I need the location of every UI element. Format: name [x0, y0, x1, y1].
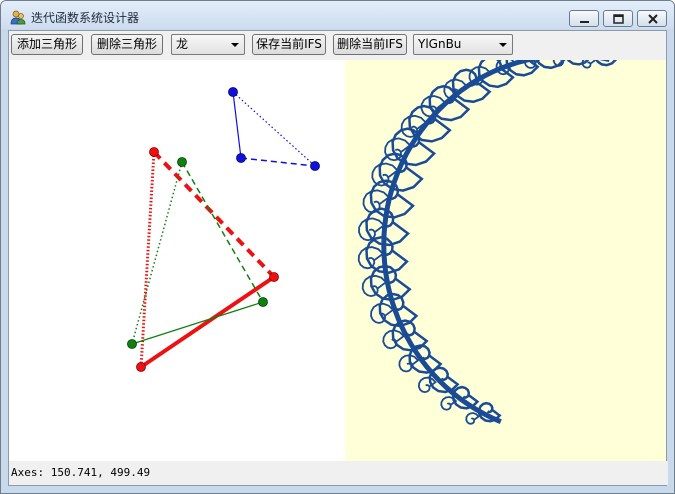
close-button[interactable] — [637, 10, 667, 27]
fractal-curl — [420, 95, 447, 118]
delete-triangle-button[interactable]: 删除三角形 — [91, 34, 163, 55]
red-vertex-handle[interactable] — [149, 147, 159, 157]
fractal-preview-background — [345, 60, 666, 461]
fractal-curl — [361, 274, 388, 298]
maximize-icon — [613, 14, 624, 24]
red-vertex-handle[interactable] — [269, 272, 279, 282]
fractal-curl — [357, 246, 385, 270]
users-icon — [10, 10, 26, 25]
colormap-select[interactable]: YlGnBu — [413, 34, 513, 55]
save-ifs-button[interactable]: 保存当前IFS — [252, 34, 326, 55]
green-triangle-dotted-edge[interactable] — [131, 161, 183, 345]
window-title: 迭代函数系统设计器 — [31, 11, 140, 25]
fractal-curl — [378, 152, 424, 192]
fractal-curl — [428, 84, 471, 122]
red-triangle-dotted-edge[interactable] — [139, 151, 156, 368]
green-triangle-dashed-edge[interactable] — [181, 161, 264, 303]
fractal-curl — [417, 376, 437, 394]
red-triangle-solid-edge[interactable] — [139, 275, 276, 369]
fractal-curl — [382, 329, 406, 350]
fractal-curl — [465, 412, 480, 425]
fractal-curl — [369, 179, 415, 219]
minimize-button[interactable] — [569, 10, 599, 27]
fractal-curl — [371, 162, 399, 187]
blue-triangle-dotted-edge[interactable] — [232, 91, 316, 167]
fractal-curl — [451, 385, 480, 410]
maximize-button[interactable] — [603, 10, 633, 27]
fractal-curl — [365, 236, 409, 274]
chevron-down-icon — [499, 43, 507, 47]
fractal-curl — [408, 104, 452, 143]
status-text: Axes: 150.741, 499.49 — [11, 466, 151, 479]
preset-select[interactable]: 龙 — [171, 34, 245, 55]
blue-vertex-handle[interactable] — [310, 161, 320, 171]
fractal-curl — [440, 396, 458, 411]
fractal-curl — [369, 264, 412, 302]
status-bar: Axes: 150.741, 499.49 — [9, 461, 668, 485]
red-vertex-handle[interactable] — [136, 362, 146, 372]
fractal-curl — [400, 114, 428, 138]
fractal-curl — [443, 78, 468, 100]
green-vertex-handle[interactable] — [127, 339, 137, 349]
plot-canvas[interactable] — [9, 41, 666, 461]
fractal-curl — [384, 137, 412, 162]
fractal-curl — [370, 302, 395, 324]
green-vertex-handle[interactable] — [258, 297, 268, 307]
fractal-curl — [468, 65, 492, 86]
blue-vertex-handle[interactable] — [228, 87, 238, 97]
green-vertex-handle[interactable] — [177, 157, 187, 167]
fractal-curl — [408, 344, 443, 374]
fractal-curl — [391, 319, 429, 352]
fractal-curl — [362, 189, 391, 214]
colormap-select-value: YlGnBu — [418, 37, 462, 51]
fractal-curl — [358, 217, 386, 242]
title-bar[interactable]: 迭代函数系统设计器 — [1, 1, 674, 29]
fractal-curl — [398, 354, 420, 373]
client-area: 添加三角形 删除三角形 龙 保存当前IFS 删除当前IFS YlGnBu — [8, 30, 668, 486]
preset-select-value: 龙 — [176, 37, 189, 51]
blue-triangle-dashed-edge[interactable] — [240, 157, 316, 167]
triangle-editor[interactable] — [127, 87, 320, 372]
toolbar: 添加三角形 删除三角形 龙 保存当前IFS 删除当前IFS YlGnBu — [9, 31, 666, 60]
plot-area[interactable] — [9, 41, 666, 461]
red-triangle-dashed-edge[interactable] — [152, 150, 276, 279]
blue-vertex-handle[interactable] — [236, 153, 246, 163]
close-icon — [648, 14, 658, 24]
add-triangle-button[interactable]: 添加三角形 — [11, 34, 83, 55]
fractal-curl — [378, 292, 419, 328]
fractal-curl — [477, 401, 502, 423]
delete-ifs-button[interactable]: 删除当前IFS — [333, 34, 407, 55]
minimize-icon — [580, 21, 589, 23]
green-triangle-solid-edge[interactable] — [131, 301, 264, 345]
blue-triangle-solid-edge[interactable] — [232, 91, 242, 159]
chevron-down-icon — [231, 43, 239, 47]
